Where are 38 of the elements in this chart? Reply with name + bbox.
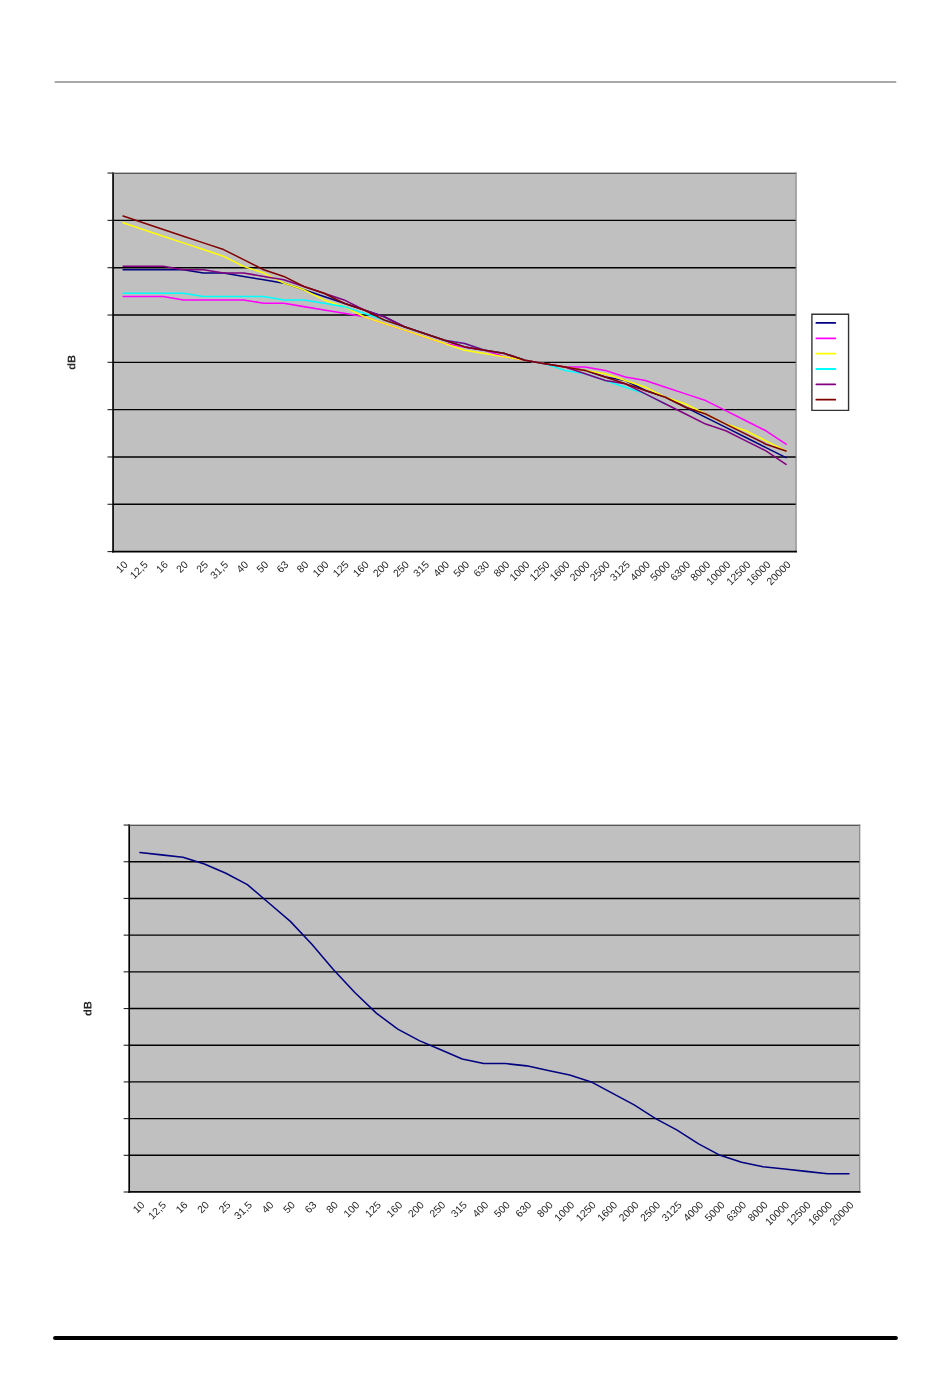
x-tick-label: 63 — [304, 1200, 317, 1214]
x-tick-label: 315 — [412, 560, 430, 578]
x-tick-label: 800 — [493, 560, 510, 578]
x-tick-label: 16 — [175, 1200, 188, 1214]
x-tick-label: 315 — [450, 1200, 468, 1218]
x-tick-label: 16 — [155, 560, 169, 573]
x-tick-label: 630 — [472, 560, 490, 578]
x-tick-label: 200 — [372, 560, 390, 578]
x-tick-label: 100 — [343, 1200, 360, 1218]
x-tick-label: 500 — [452, 560, 470, 578]
x-tick-label: 125 — [332, 560, 350, 578]
x-tick-label: 630 — [514, 1200, 532, 1218]
x-tick-label: 800 — [536, 1200, 554, 1218]
x-tick-label: 50 — [282, 1200, 296, 1214]
x-tick-label: 200 — [407, 1200, 425, 1218]
x-tick-label: 20 — [175, 560, 189, 574]
x-tick-label: 25 — [195, 560, 209, 574]
x-tick-label: 20 — [196, 1200, 210, 1214]
x-tick-label: 400 — [432, 560, 450, 578]
x-tick-label: 40 — [261, 1200, 274, 1214]
y-axis-title: dB — [83, 1001, 92, 1016]
x-tick-label: 250 — [429, 1200, 446, 1218]
x-tick-label: 160 — [386, 1200, 403, 1218]
x-tick-label: 100 — [312, 560, 330, 578]
x-tick-label: 50 — [256, 560, 269, 574]
x-tick-label: 80 — [325, 1200, 339, 1214]
x-tick-label: 250 — [392, 560, 410, 578]
x-tick-label: 25 — [218, 1200, 231, 1214]
x-tick-label: 80 — [296, 560, 310, 574]
x-tick-label: 125 — [364, 1200, 382, 1218]
x-tick-label: 500 — [493, 1200, 511, 1218]
x-tick-label: 400 — [471, 1200, 489, 1218]
x-tick-label: 40 — [235, 560, 249, 574]
x-tick-label: 10 — [115, 560, 129, 573]
y-axis-title: dB — [67, 355, 76, 370]
x-tick-label: 160 — [352, 560, 370, 578]
x-tick-label: 63 — [276, 560, 289, 574]
x-tick-label: 10 — [132, 1200, 146, 1214]
